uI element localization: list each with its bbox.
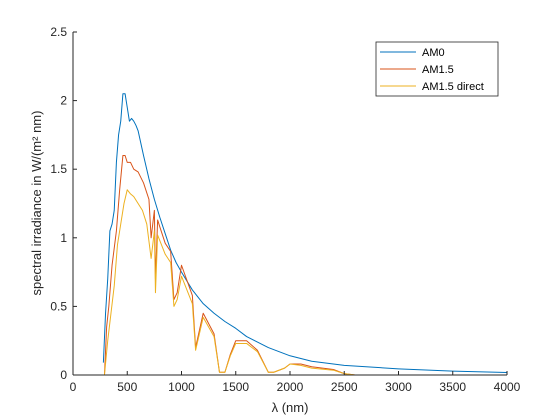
x-tick-label: 1500	[222, 380, 249, 394]
legend-label-2: AM1.5 direct	[422, 81, 484, 93]
x-tick-label: 4000	[494, 380, 521, 394]
legend-label-1: AM1.5	[422, 64, 454, 76]
x-tick-label: 3500	[439, 380, 466, 394]
x-tick-label: 2000	[277, 380, 304, 394]
series-line-1	[103, 154, 507, 376]
legend: AM0 AM1.5 AM1.5 direct	[375, 41, 499, 97]
series-line-0	[102, 93, 508, 374]
x-tick-label: 2500	[331, 380, 358, 394]
x-tick-label: 3000	[385, 380, 412, 394]
x-tick-label: 1000	[168, 380, 195, 394]
y-tick-label: 0.5	[50, 299, 67, 313]
y-tick-label: 2	[60, 94, 67, 108]
legend-label-0: AM0	[422, 47, 445, 59]
y-axis-title: spectral irradiance in W/(m² nm)	[29, 111, 44, 296]
series-layer	[102, 93, 508, 376]
x-axis-title: λ (nm)	[272, 400, 309, 415]
x-tick-label: 500	[117, 380, 137, 394]
axes-layer: 0 500 1000 1500 2000 2500 3000 3500 4000 0 0.5 1 1.5…	[50, 25, 520, 394]
y-tick-label: 0	[60, 368, 67, 382]
y-tick-label: 1.5	[50, 162, 67, 176]
x-tick-label: 0	[70, 380, 77, 394]
series-line-2	[103, 189, 507, 376]
y-tick-label: 2.5	[50, 25, 67, 39]
y-tick-label: 1	[60, 231, 67, 245]
